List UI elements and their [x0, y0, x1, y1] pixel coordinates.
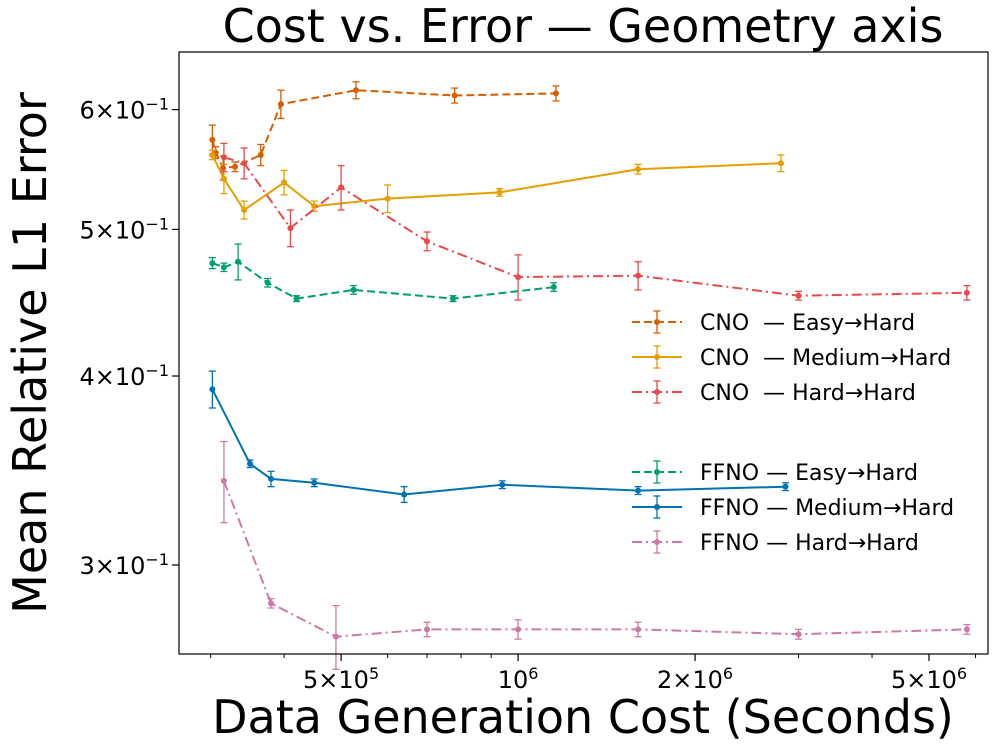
data-point — [220, 175, 227, 182]
y-tick-label: 5×10−1 — [79, 214, 169, 245]
y-axis-label: Mean Relative L1 Error — [3, 92, 57, 614]
legend-marker — [654, 469, 660, 475]
series-line — [222, 480, 967, 638]
data-point — [338, 184, 345, 191]
legend: CNO — Easy→Hard CNO — Medium→Hard CNO — Ha… — [632, 310, 954, 556]
data-point — [332, 633, 339, 640]
legend-marker — [654, 319, 660, 325]
data-point — [963, 626, 970, 633]
x-axis-label: Data Generation Cost (Seconds) — [212, 690, 954, 744]
data-point — [235, 258, 242, 265]
data-point — [287, 225, 294, 232]
data-point — [635, 487, 642, 494]
data-point — [384, 195, 391, 202]
series-3 — [208, 243, 558, 303]
data-point — [515, 626, 522, 633]
data-point — [311, 479, 318, 486]
data-point — [451, 92, 458, 99]
data-point — [220, 164, 227, 171]
data-point — [635, 166, 642, 173]
data-point — [424, 238, 431, 245]
data-point — [209, 136, 216, 143]
legend-label: CNO — Easy→Hard — [700, 311, 915, 336]
series-1 — [208, 149, 785, 220]
x-tick-label: 106 — [498, 664, 539, 695]
data-point — [220, 264, 227, 271]
data-point — [311, 203, 318, 210]
data-point — [277, 101, 284, 108]
legend-marker — [654, 504, 660, 510]
data-point — [209, 260, 216, 267]
data-point — [635, 626, 642, 633]
y-tick-label: 4×10−1 — [79, 361, 169, 392]
series-line — [212, 260, 554, 300]
data-point — [552, 90, 559, 97]
data-point — [264, 279, 271, 286]
legend-label: FFNO — Easy→Hard — [700, 461, 918, 486]
chart-title: Cost vs. Error — Geometry axis — [223, 0, 944, 53]
data-point — [963, 289, 970, 296]
series-0 — [208, 81, 560, 181]
data-point — [499, 481, 506, 488]
plot-area — [208, 81, 971, 670]
data-point — [550, 284, 557, 291]
data-point — [281, 179, 288, 186]
legend-label: FFNO — Medium→Hard — [700, 496, 954, 521]
x-tick-label: 5×106 — [891, 664, 967, 695]
data-point — [209, 386, 216, 393]
data-point — [268, 600, 275, 607]
legend-marker — [654, 354, 660, 360]
x-tick-label: 5×105 — [303, 664, 379, 695]
series-line — [211, 89, 557, 170]
series-line — [211, 154, 782, 212]
data-point — [424, 626, 431, 633]
y-axis: 3×10−1 4×10−1 5×10−1 6×10−1 — [79, 94, 179, 580]
data-point — [241, 206, 248, 213]
data-point — [268, 475, 275, 482]
data-point — [449, 295, 456, 302]
x-axis: 5×105 106 2×106 5×106 — [210, 654, 977, 695]
x-tick-label: 2×106 — [657, 664, 733, 695]
legend-marker — [654, 539, 660, 545]
data-point — [352, 87, 359, 94]
data-point — [635, 272, 642, 279]
y-tick-label: 3×10−1 — [79, 550, 169, 581]
data-point — [241, 160, 248, 167]
data-point — [401, 491, 408, 498]
data-point — [777, 160, 784, 167]
data-point — [257, 151, 264, 158]
data-point — [795, 631, 802, 638]
series-5 — [220, 440, 971, 670]
data-point — [350, 286, 357, 293]
legend-label: CNO — Hard→Hard — [700, 381, 916, 406]
data-point — [220, 477, 227, 484]
data-point — [496, 189, 503, 196]
series-2 — [220, 142, 971, 301]
y-tick-label: 6×10−1 — [79, 94, 169, 125]
legend-marker — [654, 389, 660, 395]
data-point — [795, 292, 802, 299]
data-point — [232, 163, 239, 170]
series-line — [211, 388, 786, 496]
legend-label: FFNO — Hard→Hard — [700, 531, 919, 556]
data-point — [782, 483, 789, 490]
plot-frame — [178, 51, 989, 655]
data-point — [293, 295, 300, 302]
data-point — [515, 274, 522, 281]
data-point — [220, 154, 227, 161]
legend-label: CNO — Medium→Hard — [700, 346, 951, 371]
series-line — [223, 156, 967, 297]
series-4 — [208, 370, 789, 504]
data-point — [247, 460, 254, 467]
data-point — [209, 151, 216, 158]
